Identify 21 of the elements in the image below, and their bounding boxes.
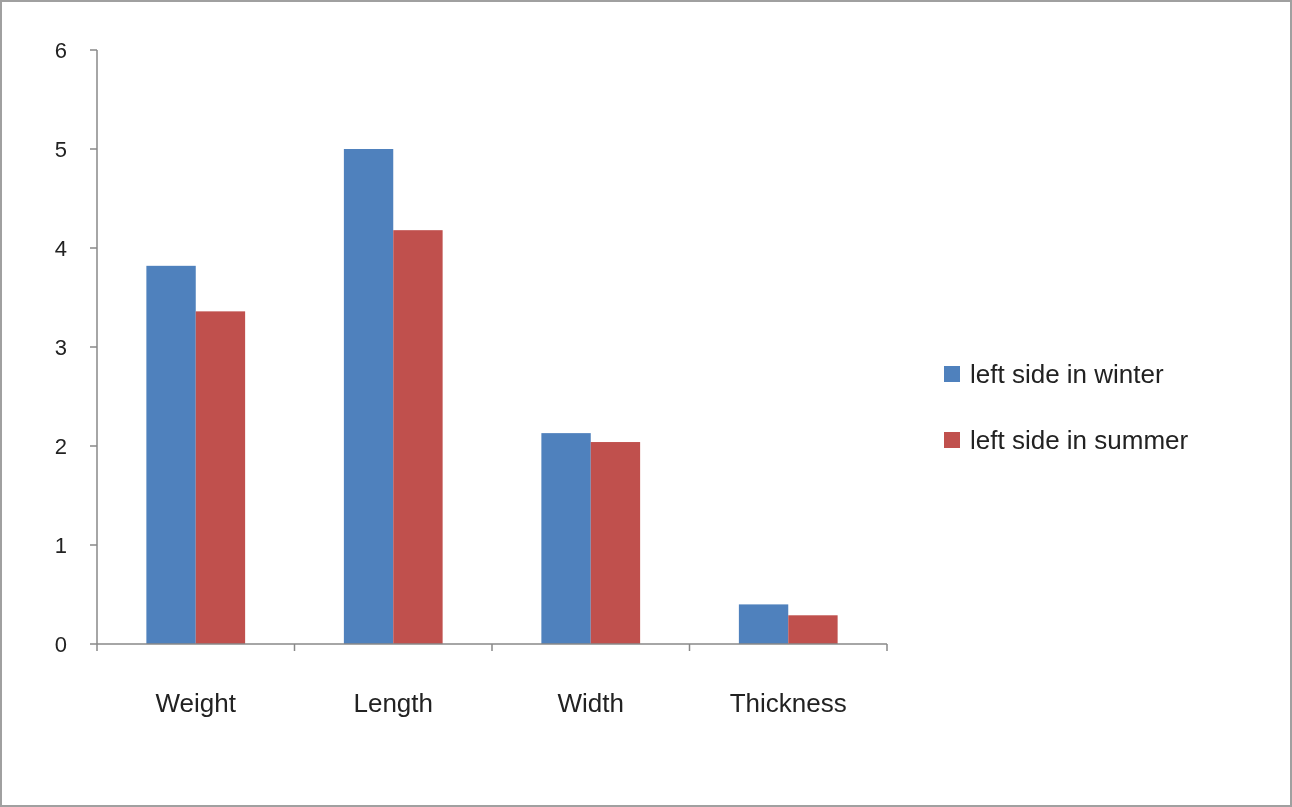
y-tick-label: 6 (54, 37, 67, 63)
x-tick-label: Length (353, 688, 434, 718)
bar (590, 442, 641, 644)
y-tick-label: 5 (54, 136, 67, 162)
y-tick-label: 3 (54, 334, 67, 360)
y-tick-label: 2 (54, 433, 67, 459)
bar (788, 615, 838, 644)
x-tick-label: Width (557, 688, 624, 718)
legend-label: left side in summer (970, 425, 1189, 456)
bar (738, 604, 789, 644)
x-tick-label: Thickness (729, 688, 847, 718)
x-tick-label: Weight (155, 688, 237, 718)
y-tick-label: 4 (54, 235, 67, 261)
bar (195, 311, 246, 644)
y-tick-label: 1 (54, 532, 67, 558)
bar (541, 433, 591, 644)
bar (343, 149, 394, 644)
legend-label: left side in winter (970, 359, 1164, 390)
bar (393, 230, 443, 644)
y-tick-label: 0 (54, 631, 67, 657)
bar (146, 265, 196, 644)
